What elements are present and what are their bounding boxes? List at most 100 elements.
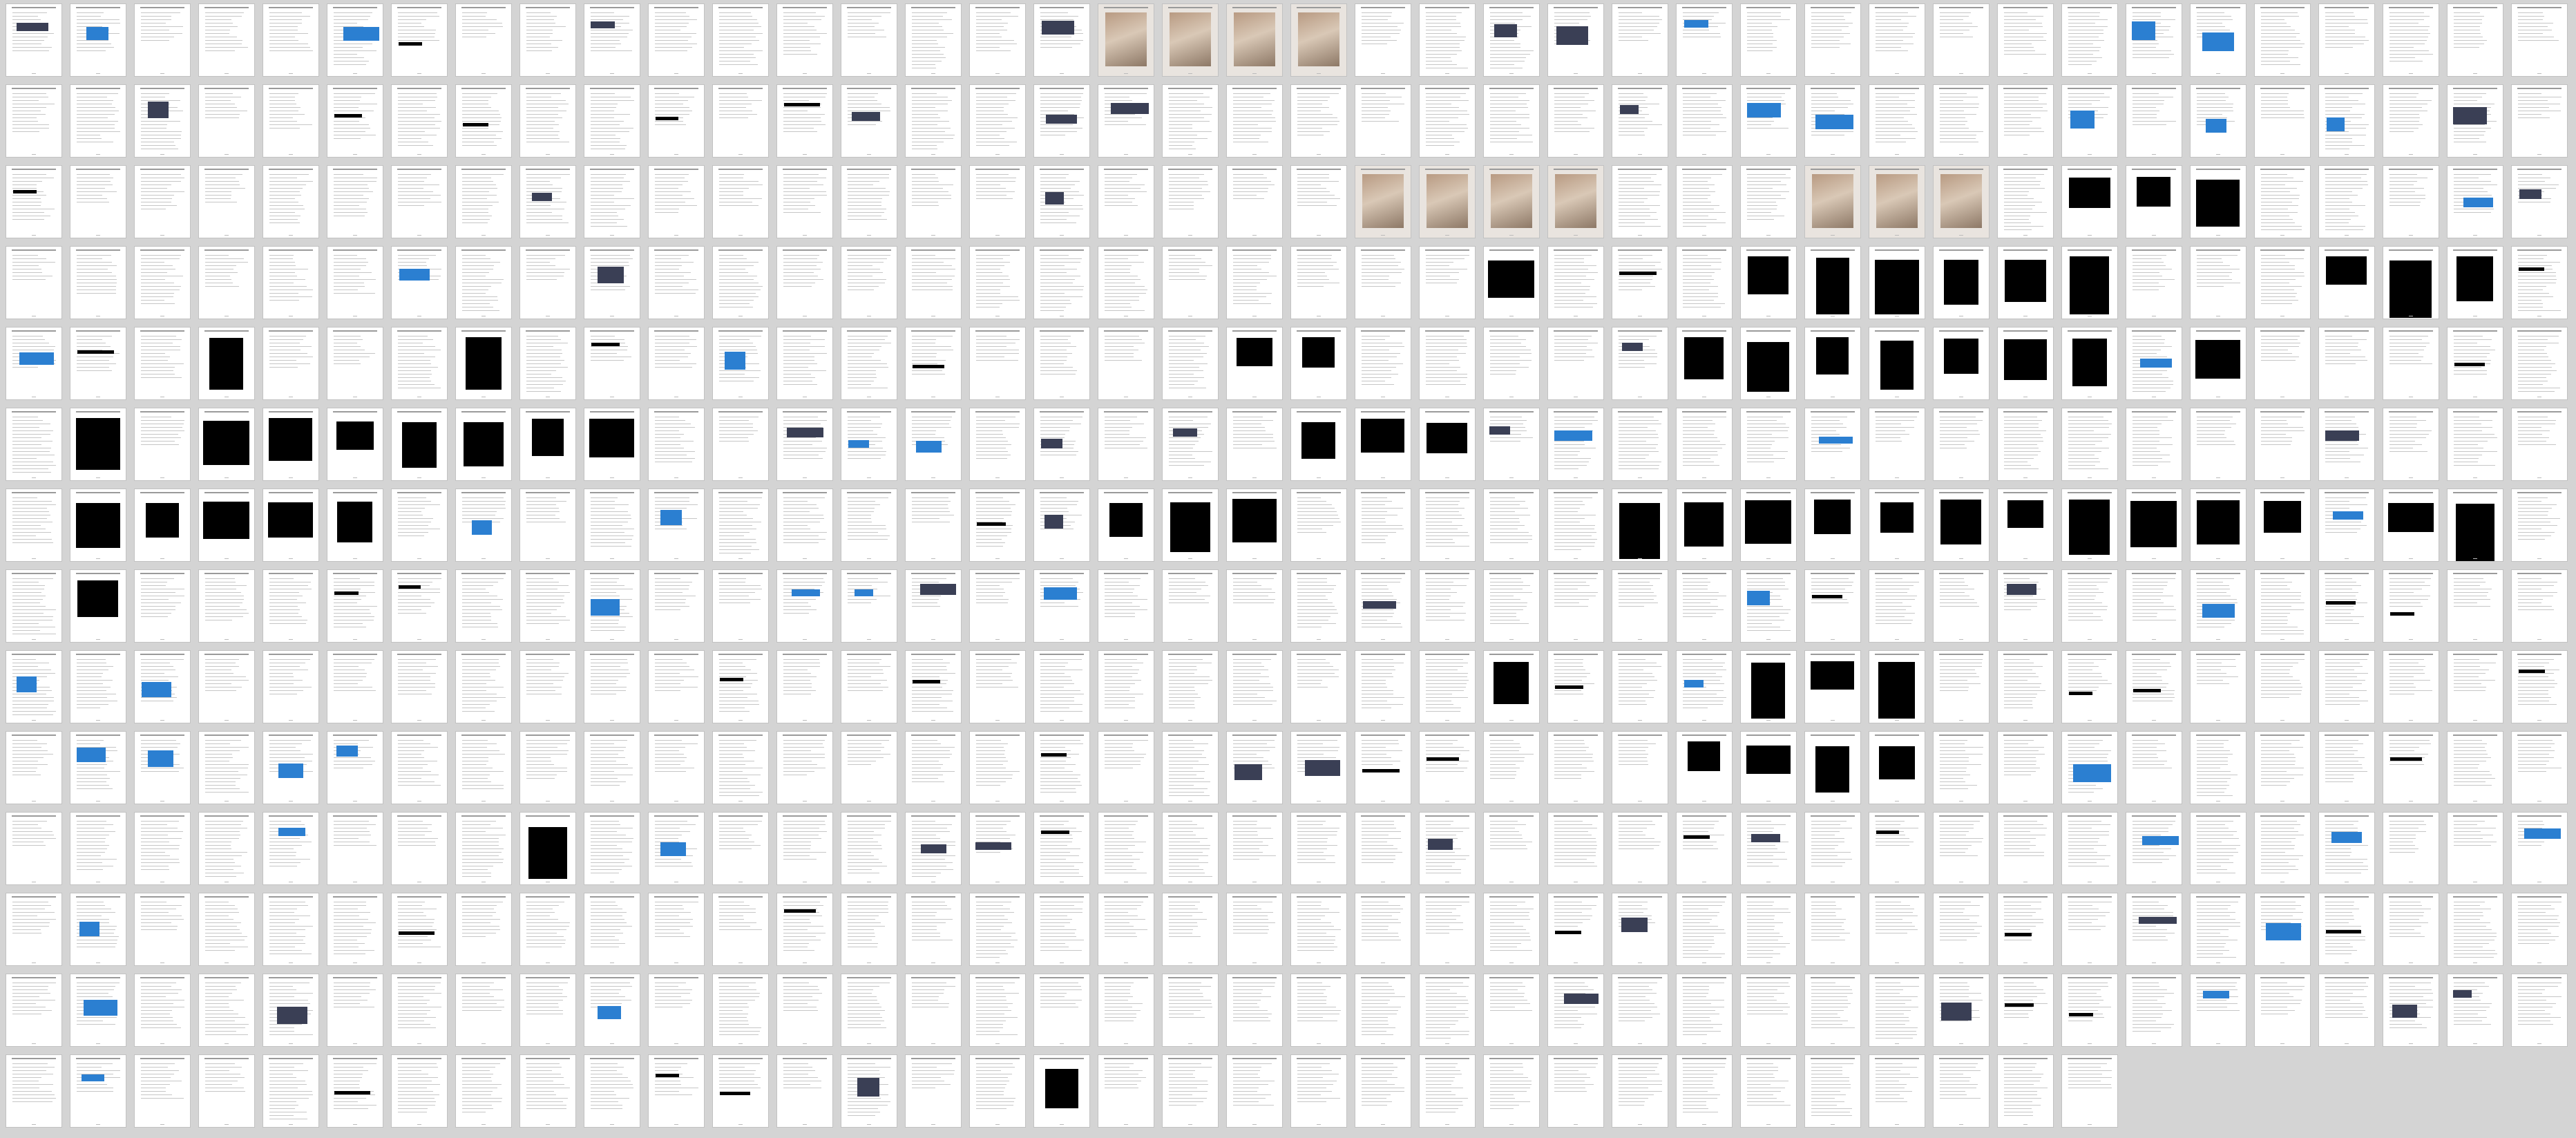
page-thumbnail[interactable] [1998,570,2053,642]
page-thumbnail[interactable] [456,408,511,480]
page-thumbnail[interactable] [2126,408,2182,480]
page-thumbnail[interactable] [2191,408,2246,480]
page-thumbnail[interactable] [2191,651,2246,723]
page-thumbnail[interactable] [1869,247,1925,319]
page-thumbnail[interactable] [135,328,190,399]
page-thumbnail[interactable] [1805,166,1860,238]
page-thumbnail[interactable] [2319,570,2374,642]
page-thumbnail[interactable] [2191,4,2246,76]
page-thumbnail[interactable] [584,489,640,561]
page-thumbnail[interactable] [906,570,961,642]
page-thumbnail[interactable] [1934,85,1989,157]
page-thumbnail[interactable] [392,489,447,561]
page-thumbnail[interactable] [1612,489,1668,561]
page-thumbnail[interactable] [70,328,126,399]
page-thumbnail[interactable] [2255,166,2310,238]
page-thumbnail[interactable] [1548,408,1603,480]
page-thumbnail[interactable] [1098,489,1154,561]
page-thumbnail[interactable] [263,85,318,157]
page-thumbnail[interactable] [520,166,575,238]
page-thumbnail[interactable] [1355,166,1411,238]
page-thumbnail[interactable] [520,651,575,723]
page-thumbnail[interactable] [520,732,575,804]
page-thumbnail[interactable] [649,247,704,319]
page-thumbnail[interactable] [263,489,318,561]
page-thumbnail[interactable] [1034,166,1089,238]
page-thumbnail[interactable] [649,408,704,480]
page-thumbnail[interactable] [263,166,318,238]
page-thumbnail[interactable] [2319,408,2374,480]
page-thumbnail[interactable] [2383,85,2439,157]
page-thumbnail[interactable] [970,651,1025,723]
page-thumbnail[interactable] [906,732,961,804]
page-thumbnail[interactable] [1869,166,1925,238]
page-thumbnail[interactable] [2126,651,2182,723]
page-thumbnail[interactable] [2448,328,2503,399]
page-thumbnail[interactable] [970,166,1025,238]
page-thumbnail[interactable] [1163,166,1218,238]
page-thumbnail[interactable] [2383,570,2439,642]
page-thumbnail[interactable] [6,166,61,238]
page-thumbnail[interactable] [199,570,254,642]
page-thumbnail[interactable] [135,85,190,157]
page-thumbnail[interactable] [1098,570,1154,642]
page-thumbnail[interactable] [2191,489,2246,561]
page-thumbnail[interactable] [1034,570,1089,642]
page-thumbnail[interactable] [649,166,704,238]
page-thumbnail[interactable] [135,408,190,480]
page-thumbnail[interactable] [1677,489,1732,561]
page-thumbnail[interactable] [713,85,768,157]
page-thumbnail[interactable] [2448,570,2503,642]
page-thumbnail[interactable] [649,651,704,723]
page-thumbnail[interactable] [2062,4,2117,76]
page-thumbnail[interactable] [2448,85,2503,157]
page-thumbnail[interactable] [841,166,897,238]
page-thumbnail[interactable] [327,651,383,723]
page-thumbnail[interactable] [1163,328,1218,399]
page-thumbnail[interactable] [2126,166,2182,238]
page-thumbnail[interactable] [2062,85,2117,157]
page-thumbnail[interactable] [1612,570,1668,642]
page-thumbnail[interactable] [2062,247,2117,319]
page-thumbnail[interactable] [2512,85,2567,157]
page-thumbnail[interactable] [2512,166,2567,238]
page-thumbnail[interactable] [1227,4,1282,76]
page-thumbnail[interactable] [970,408,1025,480]
page-thumbnail[interactable] [263,570,318,642]
page-thumbnail[interactable] [1227,651,1282,723]
page-thumbnail[interactable] [713,732,768,804]
page-thumbnail[interactable] [327,247,383,319]
page-thumbnail[interactable] [584,408,640,480]
page-thumbnail[interactable] [199,166,254,238]
page-thumbnail[interactable] [2255,408,2310,480]
page-thumbnail[interactable] [327,4,383,76]
page-thumbnail[interactable] [1998,328,2053,399]
page-thumbnail[interactable] [1805,408,1860,480]
page-thumbnail[interactable] [970,4,1025,76]
page-thumbnail[interactable] [1869,85,1925,157]
page-thumbnail[interactable] [70,166,126,238]
page-thumbnail[interactable] [970,328,1025,399]
page-thumbnail[interactable] [1805,85,1860,157]
page-thumbnail[interactable] [520,4,575,76]
page-thumbnail[interactable] [970,489,1025,561]
page-thumbnail[interactable] [841,247,897,319]
page-thumbnail[interactable] [2255,247,2310,319]
page-thumbnail[interactable] [970,570,1025,642]
page-thumbnail[interactable] [1869,4,1925,76]
page-thumbnail[interactable] [1677,570,1732,642]
page-thumbnail[interactable] [2255,85,2310,157]
page-thumbnail[interactable] [2512,408,2567,480]
page-thumbnail[interactable] [2062,166,2117,238]
page-thumbnail[interactable] [1163,408,1218,480]
page-thumbnail[interactable] [456,247,511,319]
page-thumbnail[interactable] [520,328,575,399]
page-thumbnail[interactable] [841,85,897,157]
page-thumbnail[interactable] [1484,489,1539,561]
page-thumbnail[interactable] [6,732,61,804]
page-thumbnail[interactable] [1612,328,1668,399]
page-thumbnail[interactable] [6,408,61,480]
page-thumbnail[interactable] [2062,328,2117,399]
page-thumbnail[interactable] [199,732,254,804]
page-thumbnail[interactable] [135,166,190,238]
